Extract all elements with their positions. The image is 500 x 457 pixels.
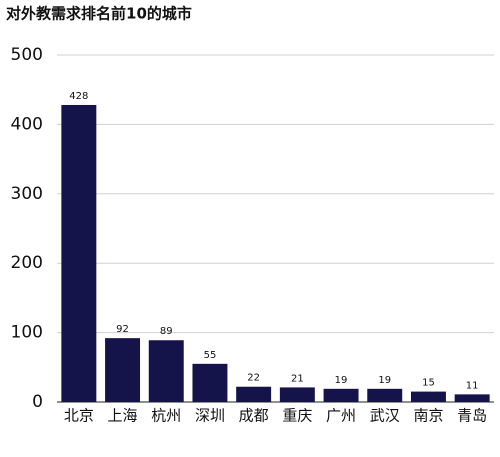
x-tick-label: 广州 bbox=[326, 407, 356, 425]
bar bbox=[148, 340, 184, 402]
y-tick-label: 300 bbox=[11, 184, 43, 204]
bar bbox=[323, 388, 359, 402]
value-label: 89 bbox=[160, 326, 173, 337]
x-tick-label: 南京 bbox=[413, 407, 443, 425]
bar bbox=[279, 387, 315, 402]
y-tick-label: 0 bbox=[32, 392, 43, 412]
x-tick-label: 深圳 bbox=[195, 407, 225, 425]
x-tick-label: 青岛 bbox=[457, 407, 487, 425]
value-label: 11 bbox=[466, 380, 479, 391]
value-label: 19 bbox=[378, 375, 391, 386]
x-tick-label: 上海 bbox=[108, 407, 138, 425]
bar bbox=[410, 391, 446, 402]
x-tick-label: 杭州 bbox=[151, 407, 181, 425]
x-tick-label: 重庆 bbox=[282, 407, 312, 425]
y-tick-label: 100 bbox=[11, 323, 43, 343]
value-label: 22 bbox=[247, 373, 260, 384]
bar bbox=[454, 394, 490, 402]
y-tick-label: 400 bbox=[11, 114, 43, 134]
y-tick-label: 500 bbox=[11, 45, 43, 65]
bar bbox=[105, 338, 141, 402]
y-tick-label: 200 bbox=[11, 253, 43, 273]
bar bbox=[61, 104, 97, 402]
bar bbox=[192, 363, 228, 402]
value-label: 92 bbox=[116, 324, 129, 335]
x-tick-label: 成都 bbox=[239, 407, 269, 425]
value-label: 55 bbox=[204, 350, 217, 361]
bar bbox=[236, 386, 272, 402]
value-label: 19 bbox=[335, 375, 348, 386]
chart-title: 对外教需求排名前10的城市 bbox=[6, 5, 192, 23]
x-tick-label: 武汉 bbox=[370, 407, 400, 425]
x-tick-label: 北京 bbox=[64, 407, 94, 425]
value-label: 15 bbox=[422, 378, 435, 389]
value-label: 428 bbox=[69, 91, 88, 102]
value-label: 21 bbox=[291, 373, 304, 384]
bar bbox=[367, 388, 403, 402]
